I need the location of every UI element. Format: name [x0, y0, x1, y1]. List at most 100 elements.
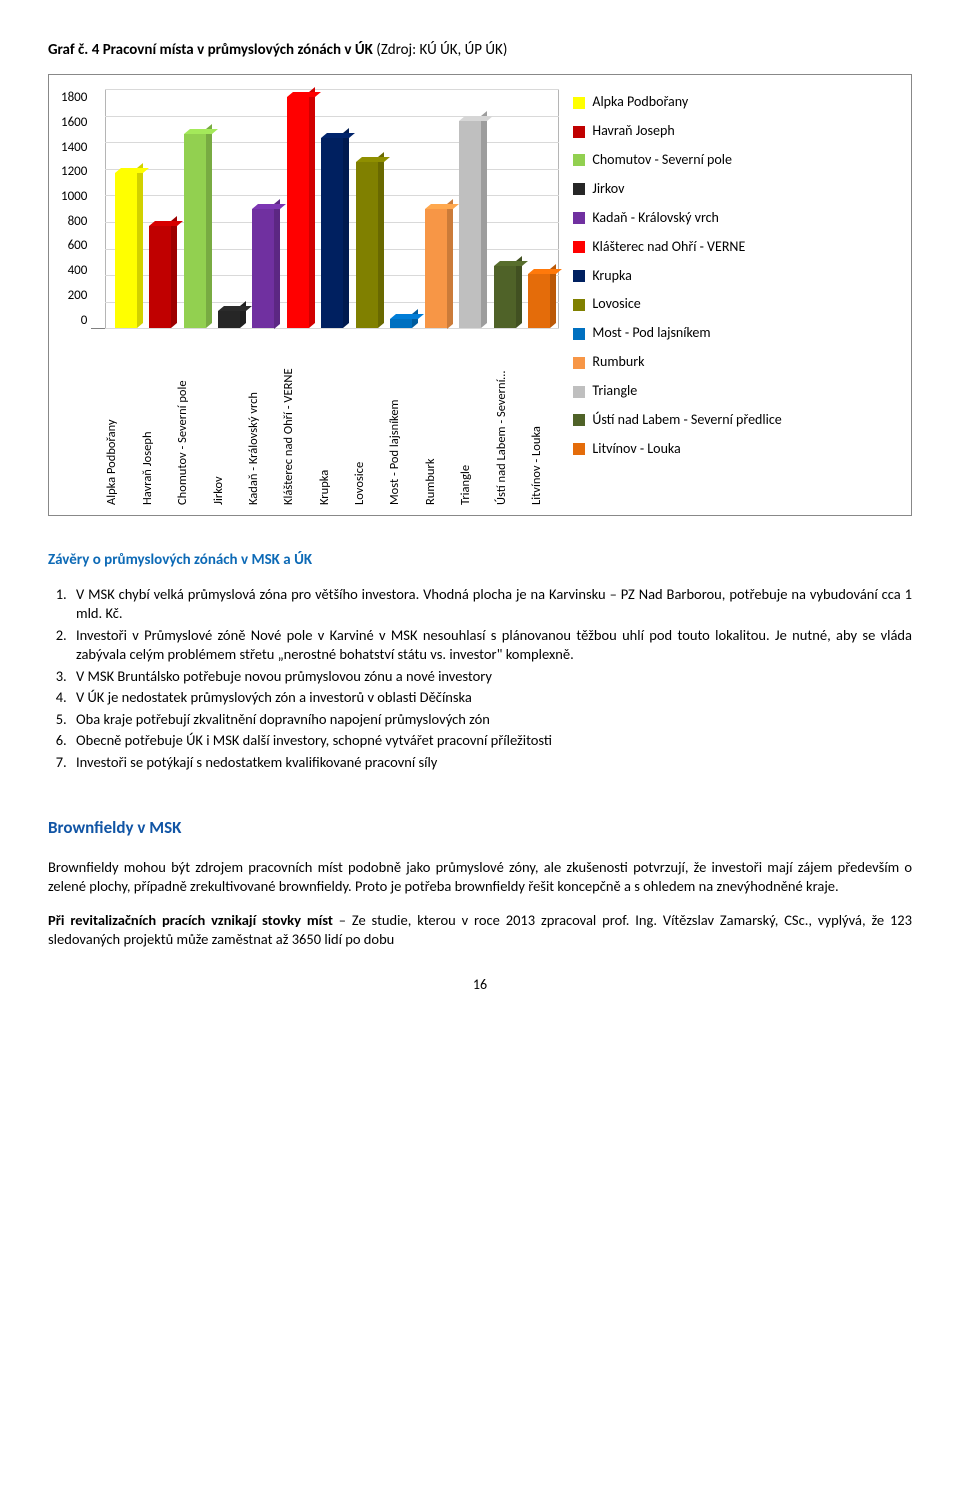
bar — [390, 319, 412, 328]
x-tick-label: Ústí nad Labem - Severní… — [495, 335, 524, 505]
legend-label: Klášterec nad Ohří - VERNE — [592, 238, 745, 257]
gridline — [105, 328, 559, 329]
page-number: 16 — [48, 976, 912, 995]
legend-item: Lovosice — [573, 295, 899, 314]
x-tick-label: Klášterec nad Ohří - VERNE — [282, 335, 311, 505]
chart-title-bold: Graf č. 4 Pracovní místa v průmyslových … — [48, 41, 373, 59]
legend-item: Alpka Podbořany — [573, 93, 899, 112]
x-tick-label: Chomutov - Severní pole — [176, 335, 205, 505]
legend-swatch — [573, 357, 585, 369]
para2-bold: Při revitalizačních pracích vznikají sto… — [48, 911, 333, 929]
y-tick-label: 200 — [61, 287, 87, 305]
list-item: V MSK Bruntálsko potřebuje novou průmysl… — [70, 667, 912, 687]
chart-legend: Alpka Podbořany Havraň Joseph Chomutov - S… — [573, 89, 899, 505]
legend-item: Triangle — [573, 382, 899, 401]
x-tick-label: Lovosice — [353, 335, 382, 505]
legend-label: Ústí nad Labem - Severní předlice — [592, 411, 781, 430]
bar-slot — [456, 89, 484, 328]
bar-slot — [215, 89, 243, 328]
bar — [287, 97, 309, 328]
legend-label: Krupka — [592, 267, 631, 286]
legend-item: Ústí nad Labem - Severní předlice — [573, 411, 899, 430]
x-tick-label: Triangle — [459, 335, 488, 505]
list-item: Investoři se potýkají s nedostatkem kval… — [70, 753, 912, 773]
legend-label: Most - Pod lajsníkem — [592, 324, 710, 343]
chart-title-light: (Zdroj: KÚ ÚK, ÚP ÚK) — [373, 41, 507, 59]
legend-swatch — [573, 270, 585, 282]
list-item: V MSK chybí velká průmyslová zóna pro vě… — [70, 585, 912, 624]
legend-label: Chomutov - Severní pole — [592, 151, 732, 170]
legend-swatch — [573, 414, 585, 426]
legend-swatch — [573, 328, 585, 340]
brownfields-paragraph-2: Při revitalizačních pracích vznikají sto… — [48, 911, 912, 950]
y-tick-label: 1200 — [61, 163, 87, 181]
bar — [528, 274, 550, 328]
bar — [218, 311, 240, 328]
legend-item: Krupka — [573, 267, 899, 286]
y-axis-labels: 180016001400120010008006004002000 — [61, 89, 91, 329]
legend-swatch — [573, 97, 585, 109]
section-heading-conclusions: Závěry o průmyslových zónách v MSK a ÚK — [48, 550, 912, 570]
legend-swatch — [573, 443, 585, 455]
list-item: Oba kraje potřebují zkvalitnění dopravní… — [70, 710, 912, 730]
legend-item: Most - Pod lajsníkem — [573, 324, 899, 343]
legend-swatch — [573, 126, 585, 138]
legend-item: Litvínov - Louka — [573, 440, 899, 459]
legend-item: Kadaň - Královský vrch — [573, 209, 899, 228]
conclusions-list: V MSK chybí velká průmyslová zóna pro vě… — [48, 585, 912, 773]
bar — [459, 121, 481, 328]
bar-slot — [180, 89, 208, 328]
y-tick-label: 400 — [61, 262, 87, 280]
bar — [252, 209, 274, 329]
y-tick-label: 1000 — [61, 188, 87, 206]
plot-area — [91, 89, 559, 329]
legend-item: Jirkov — [573, 180, 899, 199]
bar-slot — [491, 89, 519, 328]
chart-title: Graf č. 4 Pracovní místa v průmyslových … — [48, 40, 912, 60]
bar — [356, 162, 378, 328]
x-tick-label: Rumburk — [424, 335, 453, 505]
y-tick-label: 600 — [61, 237, 87, 255]
list-item: V ÚK je nedostatek průmyslových zón a in… — [70, 688, 912, 708]
x-tick-label: Litvínov - Louka — [530, 335, 559, 505]
x-tick-label: Krupka — [318, 335, 347, 505]
brownfields-paragraph-1: Brownfieldy mohou být zdrojem pracovních… — [48, 858, 912, 897]
legend-label: Alpka Podbořany — [592, 93, 688, 112]
bar — [494, 266, 516, 328]
y-tick-label: 1400 — [61, 139, 87, 157]
legend-label: Rumburk — [592, 353, 644, 372]
x-axis-labels: Alpka PodbořanyHavraň JosephChomutov - S… — [91, 335, 559, 505]
bar-slot — [111, 89, 139, 328]
legend-item: Chomutov - Severní pole — [573, 151, 899, 170]
legend-swatch — [573, 212, 585, 224]
legend-swatch — [573, 154, 585, 166]
x-tick-label: Havraň Joseph — [141, 335, 170, 505]
bar — [115, 173, 137, 328]
legend-label: Lovosice — [592, 295, 640, 314]
y-tick-label: 800 — [61, 213, 87, 231]
bar-slot — [525, 89, 553, 328]
list-item: Investoři v Průmyslové zóně Nové pole v … — [70, 626, 912, 665]
legend-item: Rumburk — [573, 353, 899, 372]
y-tick-label: 0 — [61, 312, 87, 330]
legend-label: Jirkov — [592, 180, 624, 199]
bar — [149, 226, 171, 328]
x-tick-label: Kadaň - Královský vrch — [247, 335, 276, 505]
bar — [321, 138, 343, 328]
section-heading-brownfields: Brownfieldy v MSK — [48, 817, 912, 840]
legend-label: Kadaň - Královský vrch — [592, 209, 719, 228]
chart-container: 180016001400120010008006004002000 Alpka … — [48, 74, 912, 516]
y-tick-label: 1600 — [61, 114, 87, 132]
bar-slot — [249, 89, 277, 328]
legend-item: Klášterec nad Ohří - VERNE — [573, 238, 899, 257]
legend-item: Havraň Joseph — [573, 122, 899, 141]
bar-slot — [318, 89, 346, 328]
legend-swatch — [573, 386, 585, 398]
bar-slot — [146, 89, 174, 328]
bars-container — [105, 89, 559, 328]
x-tick-label: Jirkov — [212, 335, 241, 505]
bar-slot — [353, 89, 381, 328]
legend-label: Havraň Joseph — [592, 122, 674, 141]
legend-swatch — [573, 241, 585, 253]
x-tick-label: Most - Pod lajsníkem — [388, 335, 417, 505]
